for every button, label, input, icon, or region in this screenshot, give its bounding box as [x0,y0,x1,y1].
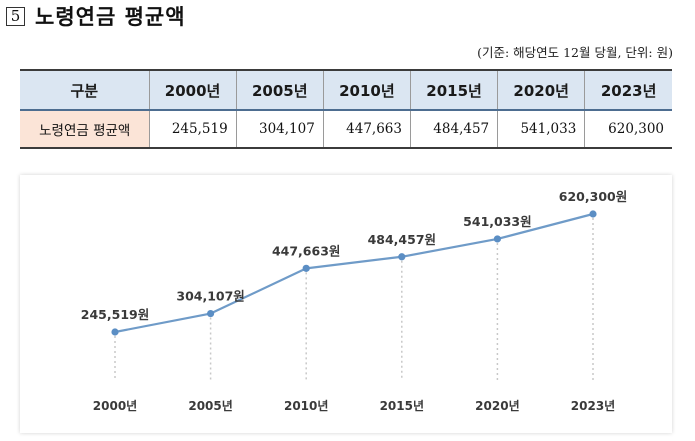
series-line [114,212,594,334]
header-cell: 2023년 [584,69,672,111]
data-point [589,210,597,218]
unit-note: (기준: 해당연도 12월 당월, 단위: 원) [477,45,673,60]
table-cell: 304,107 [235,109,324,149]
data-point [302,264,310,272]
data-point [207,309,215,318]
data-label: 484,457원 [368,232,436,247]
header-cell: 2020년 [497,69,586,111]
x-tick-label: 2020년 [475,399,519,413]
table-cell: 541,033 [497,109,586,149]
table-cell: 245,519 [148,109,237,149]
data-point [493,235,501,243]
table-cell: 620,300 [584,109,672,149]
x-tick-label: 2015년 [380,399,424,413]
x-tick-label: 2023년 [571,399,615,413]
table-cell: 447,663 [322,109,411,149]
section-number: 5 [6,6,25,26]
x-tick-label: 2005년 [188,399,232,413]
table-header-row: 구분 2000년 2005년 2010년 2015년 2020년 2023년 [20,69,672,111]
row-label: 노령연금 평균액 [20,109,150,149]
data-label: 541,033원 [463,214,531,229]
section-heading: 5 노령연금 평균액 [6,2,186,30]
header-cell: 2015년 [409,69,499,111]
x-tick-label: 2000년 [93,399,137,413]
pension-table: 구분 2000년 2005년 2010년 2015년 2020년 2023년 노… [20,69,672,149]
header-cell: 구분 [20,69,150,111]
data-label: 245,519원 [81,307,149,322]
header-cell: 2010년 [322,69,411,111]
header-cell: 2005년 [235,69,324,111]
header-cell: 2000년 [148,69,237,111]
data-label: 304,107원 [176,289,244,304]
section-title: 노령연금 평균액 [35,5,186,29]
data-label: 620,300원 [559,189,627,204]
chart-panel: 245,519원 304,107원 447,663원 484,457원 541,033원… [20,175,672,433]
line-chart: 245,519원 304,107원 447,663원 484,457원 541,033원… [81,189,627,413]
x-tick-label: 2010년 [284,399,328,413]
data-point [398,253,406,261]
data-point [111,328,119,336]
table-cell: 484,457 [409,109,499,149]
table-row: 노령연금 평균액 245,519 304,107 447,663 484,457… [20,109,672,149]
data-label: 447,663원 [272,243,340,258]
